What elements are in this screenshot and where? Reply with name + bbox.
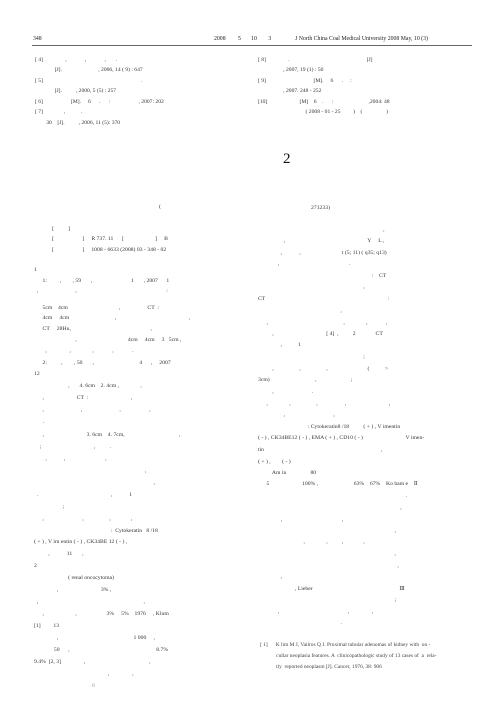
- body-line: , , , ,: [258, 320, 388, 326]
- body-line: ,: [258, 284, 365, 290]
- body-line: : Cytokeratin8 /18 ( + ) , V imentin: [258, 424, 401, 430]
- body-line: ( + ) , ( - ): [258, 459, 291, 465]
- body-line: ,: [258, 227, 385, 233]
- body-line: ,: [258, 308, 342, 314]
- affiliation-postcode: 271233): [311, 205, 330, 211]
- ref-line: , 2007, 19 (1) : 50: [258, 67, 324, 73]
- ref-line: [ 7] , .: [35, 109, 83, 115]
- body-line: 1: , , 59 , 1 , 2007 1: [34, 278, 170, 284]
- body-line: , .: [258, 389, 314, 395]
- body-line: ,: [258, 574, 283, 580]
- body-line: , , t (5; 11) ( q35; q13): [258, 250, 387, 256]
- body-line: : Cytokeratin 8 /18: [34, 528, 158, 534]
- body-line: ;: [258, 354, 365, 360]
- body-line: , 4. 6cm 2. 4cm , ,: [34, 383, 142, 389]
- body-line: CT :: [258, 296, 390, 302]
- body-line: .: [34, 419, 44, 425]
- ref-line: 30 [J]. , 2006, 11 (5): 370: [35, 120, 121, 126]
- body-line: 2: [34, 563, 37, 569]
- article-title: 2: [283, 151, 291, 167]
- body-line: 3cm) , ;: [258, 377, 353, 383]
- body-line: 1: [34, 267, 37, 273]
- ref-line: ( 2008 - 01 - 25 ) ( ): [258, 109, 389, 115]
- ref-line: [ 6] [M]. 6 . : , 2007: 202: [35, 99, 164, 105]
- ref-line: [ 8] . [J]: [258, 57, 373, 63]
- ref-line: [ 4] , , , .: [35, 57, 118, 63]
- body-line: 4cm 4cm , ,: [34, 315, 191, 321]
- journal-year: 2008: [214, 36, 226, 42]
- body-line: , , , , ,: [258, 401, 391, 407]
- ref-line: [J]. , 2006, 14 ( 9) : 647: [35, 67, 143, 73]
- ref-line: [J]. , 2000, 5 (5) : 257: [35, 88, 117, 94]
- ref-line: [ 9] [M]. 6 . :: [258, 78, 352, 84]
- ref-line: [ 5] .: [35, 78, 143, 84]
- body-line: .: [258, 493, 408, 499]
- body-line: ,: [34, 480, 155, 486]
- body-line: ,: [258, 563, 399, 569]
- body-line: ;: [258, 597, 397, 603]
- body-line: Am in 80: [258, 470, 317, 476]
- body-line: [1] 13: [34, 623, 60, 629]
- footer-page-number: 8: [92, 683, 95, 689]
- body-line: , , , ( >: [258, 366, 389, 372]
- body-line: CT 28Hu, ,: [34, 326, 152, 332]
- body-line: , Lieber Ⅲ: [258, 586, 405, 592]
- abstract-line: [ ]: [52, 226, 71, 232]
- body-line: ( + ) , V im entin ( - ) , CK34BE 12 ( -…: [34, 539, 128, 545]
- body-line: ( renal oncocytoma): [34, 575, 114, 581]
- body-line: , ,: [34, 671, 134, 677]
- body-line: , [ 4] , 2 CT: [258, 331, 383, 337]
- body-line: 2: , , 50 , 4 , 2007: [34, 360, 171, 366]
- ref-line: tly reported neoplasm [J]. Cancer, 1976,…: [260, 664, 382, 670]
- body-line: . , 1: [34, 492, 133, 498]
- body-line: tin ,: [258, 447, 383, 453]
- body-line: , , , ,: [34, 407, 151, 413]
- body-line: , 1: [258, 342, 301, 348]
- body-line: , ,: [34, 599, 145, 605]
- body-line: , Y L ,: [258, 238, 385, 244]
- body-line: , , , , .: [34, 348, 134, 354]
- body-line: 5cm 4cm , CT :: [34, 305, 160, 311]
- journal-issue: 5 10 3: [238, 36, 272, 42]
- body-line: , 1 000 ,: [34, 635, 155, 641]
- body-line: , .: [258, 261, 351, 267]
- ref-line: cullar neoplasia features. A clinicopath…: [260, 653, 437, 659]
- body-line: , 3% ,: [34, 587, 112, 593]
- body-line: , , ,: [258, 609, 374, 615]
- body-line: 50 , 8.7%: [34, 647, 169, 653]
- body-line: , , ,: [34, 456, 107, 462]
- affiliation-open: (: [159, 204, 161, 210]
- ref-line: , 2007. 248 - 252: [258, 88, 322, 94]
- header-rule: [32, 45, 472, 46]
- body-line: 12: [34, 371, 40, 377]
- abstract-line: [ ] R 737. 11 [ ] B: [52, 236, 168, 242]
- body-line: 5 100% , 63% 67% Ko bam e Ⅱ: [258, 481, 418, 487]
- ref-line: [ 1] K lim M J, Vailros Q J. Proximal tu…: [260, 642, 431, 648]
- body-line: ,: [258, 528, 396, 534]
- body-line: , , :: [34, 288, 168, 294]
- journal-name: J North China Coal Medical University 20…: [295, 36, 428, 42]
- body-line: ,: [34, 468, 147, 474]
- abstract-line: [ ] 1008 - 6633 (2008) 03 - 348 - 02: [52, 247, 167, 253]
- body-line: ,: [258, 551, 396, 557]
- body-line: , 11 ,: [34, 551, 84, 557]
- body-line: , ,: [258, 412, 335, 418]
- body-line: , , 3% 5% 1976 , Klum: [34, 611, 169, 617]
- body-line: ; , .: [34, 444, 111, 450]
- body-line: , , , ,: [34, 516, 133, 522]
- body-line: ( - ) , CK34BE12 ( - ) , EMA ( + ) , CD1…: [258, 435, 425, 441]
- page-number: 348: [33, 36, 42, 42]
- ref-line: [10] [M] 6 . : ,2004: 48: [258, 99, 390, 105]
- body-line: , 3. 6cm 4. 7cm, ,: [34, 432, 181, 438]
- body-line: ,: [258, 505, 402, 511]
- body-line: : CT: [258, 273, 387, 279]
- body-line: , ,: [258, 517, 344, 523]
- body-line: .: [258, 620, 342, 626]
- body-line: , CT : ,: [34, 395, 133, 401]
- body-line: ;: [34, 504, 65, 510]
- body-line: , , , ,: [258, 539, 365, 545]
- body-line: , 4cm 4cm 3 5cm ,: [34, 337, 182, 343]
- body-line: 9.4% [2, 3] , ,: [34, 659, 151, 665]
